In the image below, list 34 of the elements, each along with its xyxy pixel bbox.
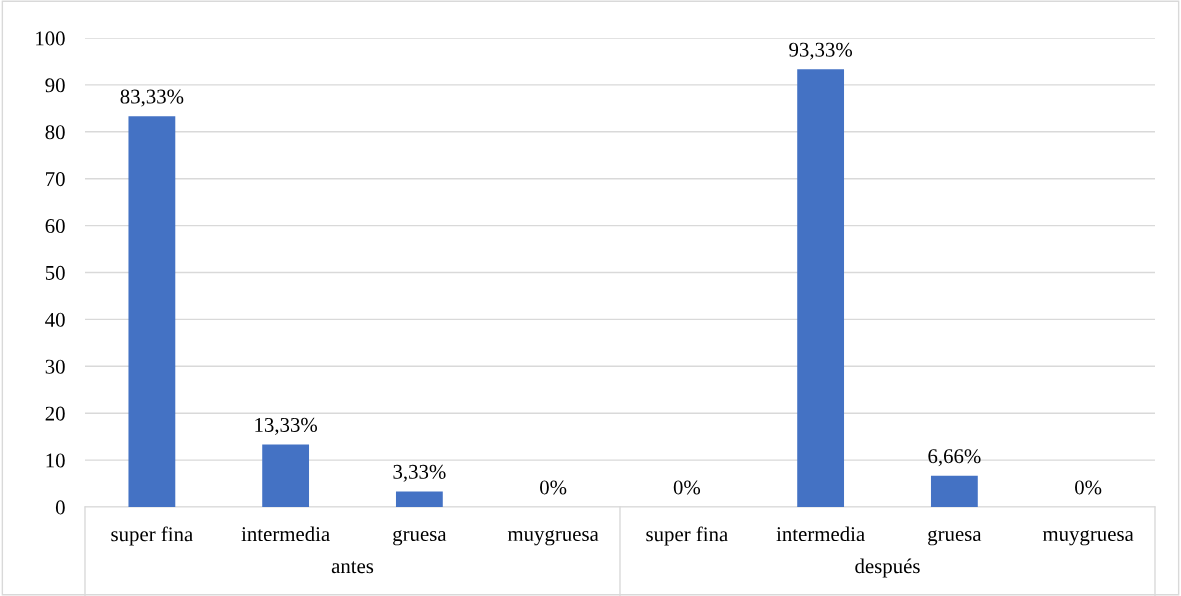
y-tick-label: 30 (45, 359, 65, 374)
bar (930, 475, 978, 507)
x-tick-label: super fina (111, 526, 193, 546)
data-label: 0% (1075, 480, 1102, 495)
bar (797, 69, 845, 507)
data-label: 93,33% (789, 42, 853, 60)
x-tick-label: intermedia (241, 526, 330, 542)
data-label: 0% (540, 480, 567, 495)
data-label: 83,33% (120, 89, 184, 107)
x-tick-label: gruesa (928, 530, 982, 546)
data-label: 3,33% (393, 464, 446, 482)
y-tick-label: 10 (46, 453, 65, 468)
data-label: 13,33% (255, 417, 318, 435)
y-tick-label: 100 (36, 31, 65, 46)
y-tick-label: 40 (45, 312, 65, 327)
x-tick-label: muygruesa (507, 530, 599, 546)
x-tick-label: muygruesa (1042, 530, 1134, 546)
x-tick-label: super fina (646, 526, 728, 546)
y-tick-label: 0 (55, 500, 65, 515)
y-tick-label: 80 (45, 125, 65, 140)
y-tick-label: 20 (45, 406, 65, 421)
y-tick-label: 90 (45, 78, 65, 93)
y-tick-label: 70 (46, 172, 65, 187)
x-tick-label: intermedia (776, 526, 865, 542)
y-tick-label: 50 (45, 265, 65, 280)
data-label: 6,66% (928, 449, 981, 467)
text: antes (331, 561, 374, 574)
bar (128, 116, 176, 507)
data-label: 0% (673, 480, 701, 495)
text: después (855, 558, 920, 578)
x-tick-label: gruesa (393, 530, 447, 546)
bar (262, 444, 310, 507)
y-tick-label: 60 (45, 218, 65, 234)
bar (395, 491, 443, 507)
